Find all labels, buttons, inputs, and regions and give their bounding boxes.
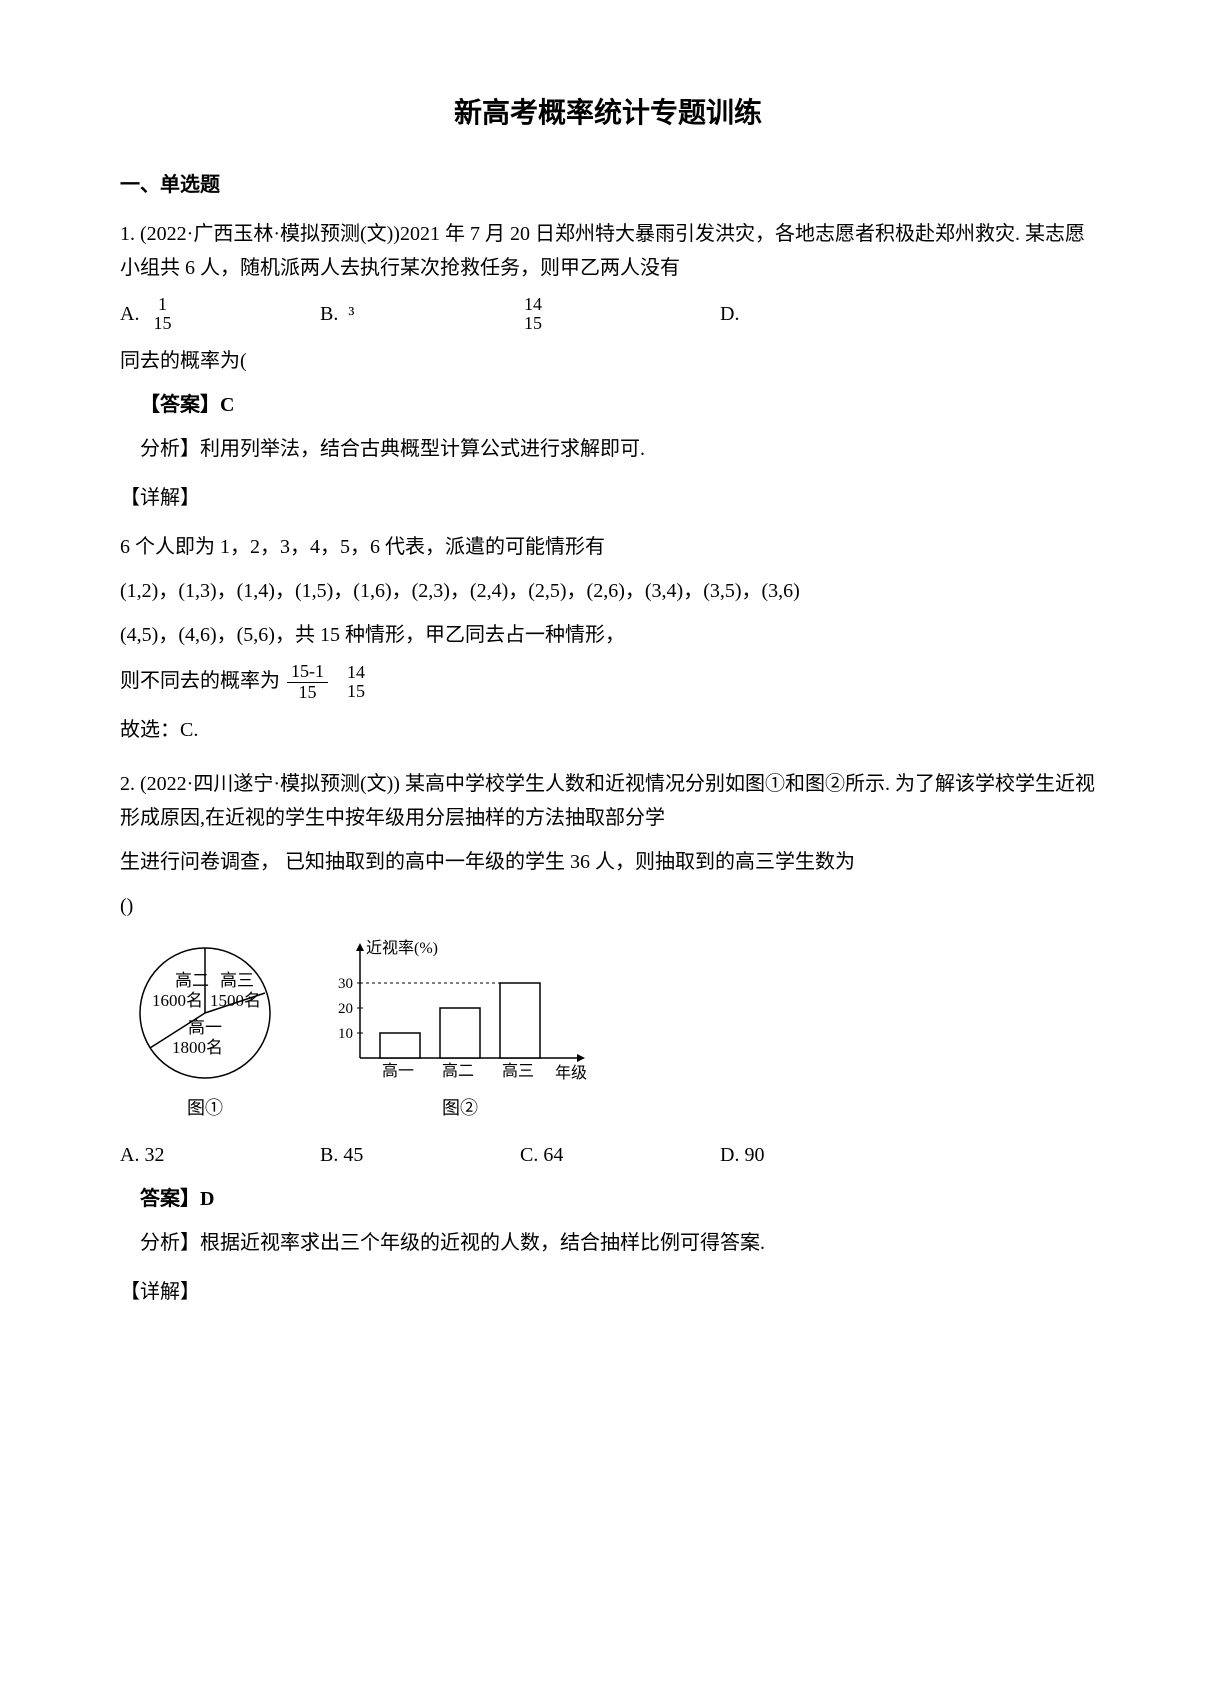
q1-option-b: B. ³ [320, 297, 520, 331]
option-label: A. [120, 297, 139, 331]
q2-analysis: 分析】根据近视率求出三个年级的近视的人数，结合抽样比例可得答案. [140, 1226, 1096, 1260]
q2-answer: 答案】D [140, 1182, 1096, 1216]
denominator: 15 [295, 683, 321, 703]
pie-caption: 图① [187, 1093, 223, 1124]
q2-detail-label: 【详解】 [120, 1275, 1096, 1309]
q2-option-b: B. 45 [320, 1138, 520, 1172]
bar-xlabel: 年级 [555, 1064, 587, 1082]
denominator: 15 [343, 682, 369, 702]
q2-figures: 高二 高三 1600名 1500名 高一 1800名 图① 近视率(%) 年级 … [120, 938, 1096, 1124]
fraction-icon: 1 15 [149, 295, 175, 335]
q1-text: 1. (2022·广西玉林·模拟预测(文))2021 年 7 月 20 日郑州特… [120, 217, 1096, 285]
ytick-20: 20 [338, 1001, 353, 1017]
pie-label-g1: 高一 [188, 1018, 222, 1037]
option-label: B. [320, 297, 338, 331]
fraction-icon: 14 15 [343, 663, 369, 703]
section-header: 一、单选题 [120, 168, 1096, 202]
q1-option-a: A. 1 15 [120, 295, 320, 335]
bar-g3 [500, 983, 540, 1058]
q1-option-d: D. [720, 297, 920, 331]
q1-tail: 同去的概率为( [120, 344, 1096, 378]
pie-value-g1: 1800名 [172, 1038, 223, 1057]
bar-ylabel: 近视率(%) [366, 939, 438, 957]
numerator: 14 [520, 295, 546, 315]
xtick-g2: 高二 [442, 1062, 474, 1080]
q2-option-c: C. 64 [520, 1138, 720, 1172]
option-value: ³ [348, 297, 354, 331]
ytick-30: 30 [338, 976, 353, 992]
xtick-g1: 高一 [382, 1062, 414, 1080]
numerator: 1 [154, 295, 171, 315]
q1-detail1: 6 个人即为 1，2，3，4，5，6 代表，派遣的可能情形有 [120, 530, 1096, 564]
q1-detail2: (1,2)，(1,3)，(1,4)，(1,5)，(1,6)，(2,3)，(2,4… [120, 574, 1096, 608]
fraction-icon: 14 15 [520, 295, 546, 335]
pie-chart-group: 高二 高三 1600名 1500名 高一 1800名 图① [120, 938, 290, 1124]
q1-option-c: 14 15 [520, 295, 720, 335]
q1-detail3: (4,5)，(4,6)，(5,6)，共 15 种情形，甲乙同去占一种情形， [120, 618, 1096, 652]
ytick-10: 10 [338, 1026, 353, 1042]
numerator: 15-1 [287, 662, 328, 683]
bar-chart: 近视率(%) 年级 10 20 30 高一 高二 高三 [320, 938, 600, 1088]
bar-g1 [380, 1033, 420, 1058]
denominator: 15 [520, 314, 546, 334]
fraction-icon: 15-1 15 [287, 662, 328, 703]
bar-chart-group: 近视率(%) 年级 10 20 30 高一 高二 高三 图② [320, 938, 600, 1124]
q2-paren: () [120, 889, 1096, 923]
page-title: 新高考概率统计专题训练 [120, 90, 1096, 138]
bar-caption: 图② [442, 1093, 478, 1124]
bar-g2 [440, 1008, 480, 1058]
pie-label-g2: 高二 [175, 971, 209, 990]
q1-detail4: 则不同去的概率为 15-1 15 14 15 [120, 662, 1096, 703]
q2-text2: 生进行问卷调查， 已知抽取到的高中一年级的学生 36 人，则抽取到的高三学生数为 [120, 845, 1096, 879]
option-label: D. [720, 297, 739, 331]
q1-analysis: 分析】利用列举法，结合古典概型计算公式进行求解即可. [140, 432, 1096, 466]
xtick-g3: 高三 [502, 1062, 534, 1080]
pie-chart: 高二 高三 1600名 1500名 高一 1800名 [120, 938, 290, 1088]
q2-options: A. 32 B. 45 C. 64 D. 90 [120, 1138, 1096, 1172]
q1-answer: 【答案】C [140, 388, 1096, 422]
numerator: 14 [343, 663, 369, 683]
detail4-pre: 则不同去的概率为 [120, 670, 280, 692]
q2-option-a: A. 32 [120, 1138, 320, 1172]
pie-value-g2: 1600名 [152, 991, 203, 1010]
q2-text1: 2. (2022·四川遂宁·模拟预测(文)) 某高中学校学生人数和近视情况分别如… [120, 767, 1096, 835]
q1-conclusion: 故选：C. [120, 713, 1096, 747]
pie-label-g3: 高三 [220, 971, 254, 990]
denominator: 15 [149, 314, 175, 334]
q1-options: A. 1 15 B. ³ 14 15 D. [120, 295, 1096, 335]
q2-option-d: D. 90 [720, 1138, 920, 1172]
q1-detail-label: 【详解】 [120, 481, 1096, 515]
pie-value-g3: 1500名 [210, 991, 261, 1010]
